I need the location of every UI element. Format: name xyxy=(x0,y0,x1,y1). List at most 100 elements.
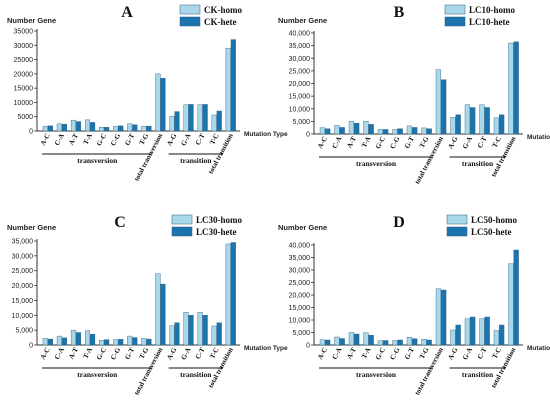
bar-homo xyxy=(493,330,500,346)
bar-hete xyxy=(202,315,208,346)
group-label: transversion xyxy=(356,370,397,379)
category-label: G-C xyxy=(374,135,387,150)
category-label: G-A xyxy=(461,135,474,150)
y-tick-label: 20,000 xyxy=(289,81,311,88)
chart-panel-c: C Number Gene 0 5,000 10,000 15,000 20,000 25,0… xyxy=(7,214,288,396)
legend-swatch xyxy=(171,214,193,225)
y-axis-label: Number Gene xyxy=(7,223,56,232)
bar-hete xyxy=(132,124,138,132)
bar-homo xyxy=(197,104,203,132)
x-axis-label: Mutation Type xyxy=(244,131,288,138)
category-label: C-T xyxy=(476,135,489,150)
y-tick-label: 15000 xyxy=(14,86,34,93)
bar-hete xyxy=(368,124,374,135)
bar-homo xyxy=(479,104,485,135)
bar-homo xyxy=(435,69,442,135)
y-tick-label: 0 xyxy=(29,343,33,350)
legend-label: LC30-homo xyxy=(196,215,243,225)
bar-homo xyxy=(363,332,369,346)
y-tick-label: 5000 xyxy=(17,114,33,121)
bar-hete xyxy=(354,333,360,346)
bar-homo xyxy=(70,329,76,346)
bar-hete xyxy=(412,338,418,346)
bar-hete xyxy=(325,128,331,135)
bar-hete xyxy=(118,125,124,132)
y-tick-label: 25,000 xyxy=(289,68,311,75)
y-tick-label: 5,000 xyxy=(292,330,310,337)
y-tick-label: 30,000 xyxy=(289,268,311,275)
bar-homo xyxy=(113,126,119,132)
category-label: C-A xyxy=(53,132,66,147)
bar-homo xyxy=(141,125,147,132)
chart-panel-b: B Number Gene 0 5,000 10,000 15,000 20,000 25,0… xyxy=(278,4,550,185)
category-label: T-C xyxy=(491,135,503,149)
bar-hete xyxy=(174,111,180,132)
bar-homo xyxy=(421,339,427,346)
y-tick-label: 25,000 xyxy=(289,280,311,287)
bar-hete xyxy=(455,324,461,346)
y-tick-label: 15,000 xyxy=(289,305,311,312)
bar-homo xyxy=(141,338,147,346)
bar-homo xyxy=(348,120,355,135)
category-label: total transversion xyxy=(133,132,165,182)
bar-hete xyxy=(146,125,152,132)
category-label: T-G xyxy=(418,346,431,361)
bar-homo xyxy=(334,125,340,135)
bar-homo xyxy=(113,339,119,346)
bar-hete xyxy=(455,114,461,135)
category-label: G-T xyxy=(403,135,416,150)
bar-homo xyxy=(56,123,62,132)
bar-homo xyxy=(348,332,355,346)
category-label: A-C xyxy=(316,346,329,361)
bar-homo xyxy=(392,129,398,135)
category-label: G-C xyxy=(95,132,108,147)
panel-letter: B xyxy=(394,4,405,21)
bar-hete xyxy=(160,77,166,132)
category-label: total transversion xyxy=(413,135,445,185)
category-label: T-C xyxy=(491,346,503,360)
y-tick-label: 0 xyxy=(306,343,310,350)
bar-hete xyxy=(47,338,53,346)
bar-hete xyxy=(188,104,194,132)
legend-label: CK-hete xyxy=(204,17,237,27)
y-tick-label: 20000 xyxy=(14,71,34,78)
y-tick-label: 5,000 xyxy=(15,328,33,335)
legend-label: LC30-hete xyxy=(196,227,237,237)
y-tick-label: 0 xyxy=(306,132,310,139)
group-label: transition xyxy=(180,156,212,165)
bar-hete xyxy=(383,129,389,135)
bar-hete xyxy=(513,249,519,346)
bar-homo xyxy=(334,336,340,346)
bar-hete xyxy=(484,107,490,135)
y-tick-label: 20,000 xyxy=(12,283,34,290)
y-tick-label: 35,000 xyxy=(12,239,34,246)
bar-homo xyxy=(225,243,231,346)
legend-label: LC50-hete xyxy=(471,227,512,237)
legend-label: LC10-hete xyxy=(469,17,510,27)
category-label: C-A xyxy=(331,135,344,150)
bar-homo xyxy=(421,127,427,135)
y-axis-label: Number Gene xyxy=(278,16,327,25)
group-label: transversion xyxy=(77,370,118,379)
group-label: transition xyxy=(180,370,212,379)
y-tick-label: 0 xyxy=(29,129,33,136)
bar-hete xyxy=(75,121,82,132)
bar-homo xyxy=(450,329,456,346)
category-label: T-G xyxy=(418,135,431,150)
bar-homo xyxy=(464,318,471,346)
bar-homo xyxy=(211,114,217,132)
legend-label: LC50-homo xyxy=(471,215,518,225)
bar-hete xyxy=(441,79,447,135)
category-label: T-G xyxy=(138,132,151,147)
bar-hete xyxy=(174,322,180,346)
category-label: G-T xyxy=(123,132,136,147)
bar-homo xyxy=(493,117,500,135)
legend-swatch xyxy=(179,16,201,27)
bar-homo xyxy=(84,330,91,346)
bar-homo xyxy=(56,335,62,346)
y-tick-label: 20,000 xyxy=(289,293,311,300)
category-label: total transversion xyxy=(413,346,445,396)
category-label: C-G xyxy=(109,132,122,148)
category-label: A-C xyxy=(39,346,52,361)
